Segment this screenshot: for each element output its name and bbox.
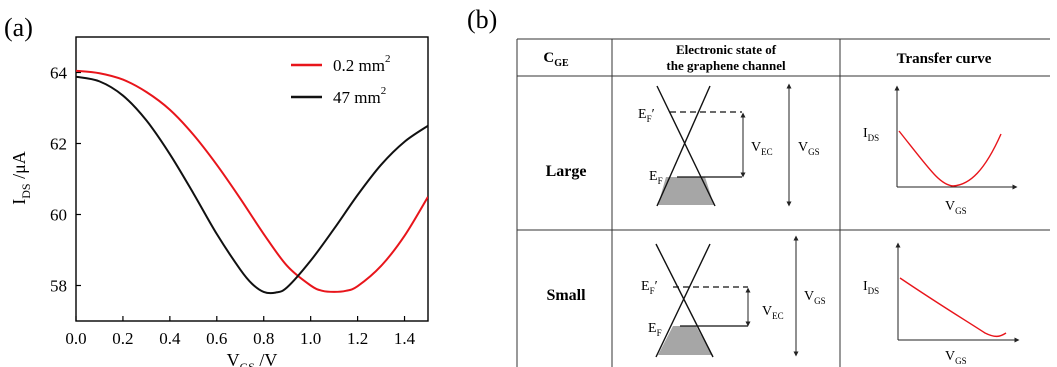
ids-label: IDS xyxy=(863,126,879,143)
row-label-large: Large xyxy=(546,163,587,180)
x-tick-label: 0.2 xyxy=(112,329,133,348)
panel-b-label: (b) xyxy=(467,5,497,34)
table-grid xyxy=(516,38,1050,367)
series-line-0.2mm2 xyxy=(76,69,428,293)
plot-series xyxy=(76,69,428,295)
y-tick-label: 62 xyxy=(50,135,67,154)
panel-b: (b) CGE Electronic state of the graphene… xyxy=(467,5,1050,367)
transfer-curve-large: IDS VGS xyxy=(863,85,1018,216)
legend-label-0.2mm2: 0.2 mm2 xyxy=(333,53,390,75)
panel-a: (a) 0.0 0.2 0.4 0.6 0.8 1.0 1.2 1.4 58 60 62 64 ID… xyxy=(4,13,429,367)
transfer-curve-large-line xyxy=(898,130,1002,187)
x-tick-label: 0.4 xyxy=(159,329,181,348)
transfer-curve-small: IDS VGS xyxy=(863,242,1020,366)
vgs-label: VGS xyxy=(798,140,820,157)
panel-a-label: (a) xyxy=(4,13,33,42)
legend: 0.2 mm2 47 mm2 xyxy=(291,53,390,107)
x-tick-label: 1.2 xyxy=(347,329,368,348)
y-tick-label: 64 xyxy=(50,64,68,83)
x-axis-label: VGS /V xyxy=(227,350,278,367)
row-label-small: Small xyxy=(546,287,586,304)
header-electronic-state-line2: the graphene channel xyxy=(666,58,786,73)
header-transfer-curve: Transfer curve xyxy=(897,51,992,67)
x-tick-label: 0.6 xyxy=(206,329,227,348)
series-line-47mm2 xyxy=(76,75,428,295)
x-tick-label: 0.0 xyxy=(65,329,86,348)
ef-prime-label: EF′ xyxy=(638,107,655,124)
ids-label: IDS xyxy=(863,279,879,296)
ef-prime-label: EF′ xyxy=(641,279,658,296)
plot-frame xyxy=(75,36,429,322)
y-tick-label: 58 xyxy=(50,277,67,296)
filled-states-small xyxy=(658,326,712,355)
x-tick-label: 0.8 xyxy=(253,329,274,348)
y-axis-label: IDS /μA xyxy=(9,151,33,205)
filled-states-large xyxy=(658,177,714,205)
y-axis-ticks: 58 60 62 64 xyxy=(50,64,81,296)
vgs-axis-label: VGS xyxy=(945,349,967,366)
vec-label: VEC xyxy=(762,304,784,321)
ef-label: EF xyxy=(648,321,662,338)
vgs-label: VGS xyxy=(804,289,826,306)
y-tick-label: 60 xyxy=(50,206,67,225)
band-diagram-small: EF′ EF VEC VGS xyxy=(641,235,826,358)
header-cge: CGE xyxy=(543,50,569,69)
band-diagram-large: EF′ EF VEC VGS xyxy=(638,83,820,207)
legend-label-47mm2: 47 mm2 xyxy=(333,85,386,107)
x-axis-ticks: 0.0 0.2 0.4 0.6 0.8 1.0 1.2 1.4 xyxy=(65,316,416,348)
ef-label: EF xyxy=(649,169,663,186)
header-electronic-state-line1: Electronic state of xyxy=(676,42,777,57)
vgs-axis-label: VGS xyxy=(945,199,967,216)
x-tick-label: 1.4 xyxy=(394,329,416,348)
transfer-curve-small-line xyxy=(899,277,1007,338)
x-tick-label: 1.0 xyxy=(300,329,321,348)
vec-label: VEC xyxy=(751,140,773,157)
